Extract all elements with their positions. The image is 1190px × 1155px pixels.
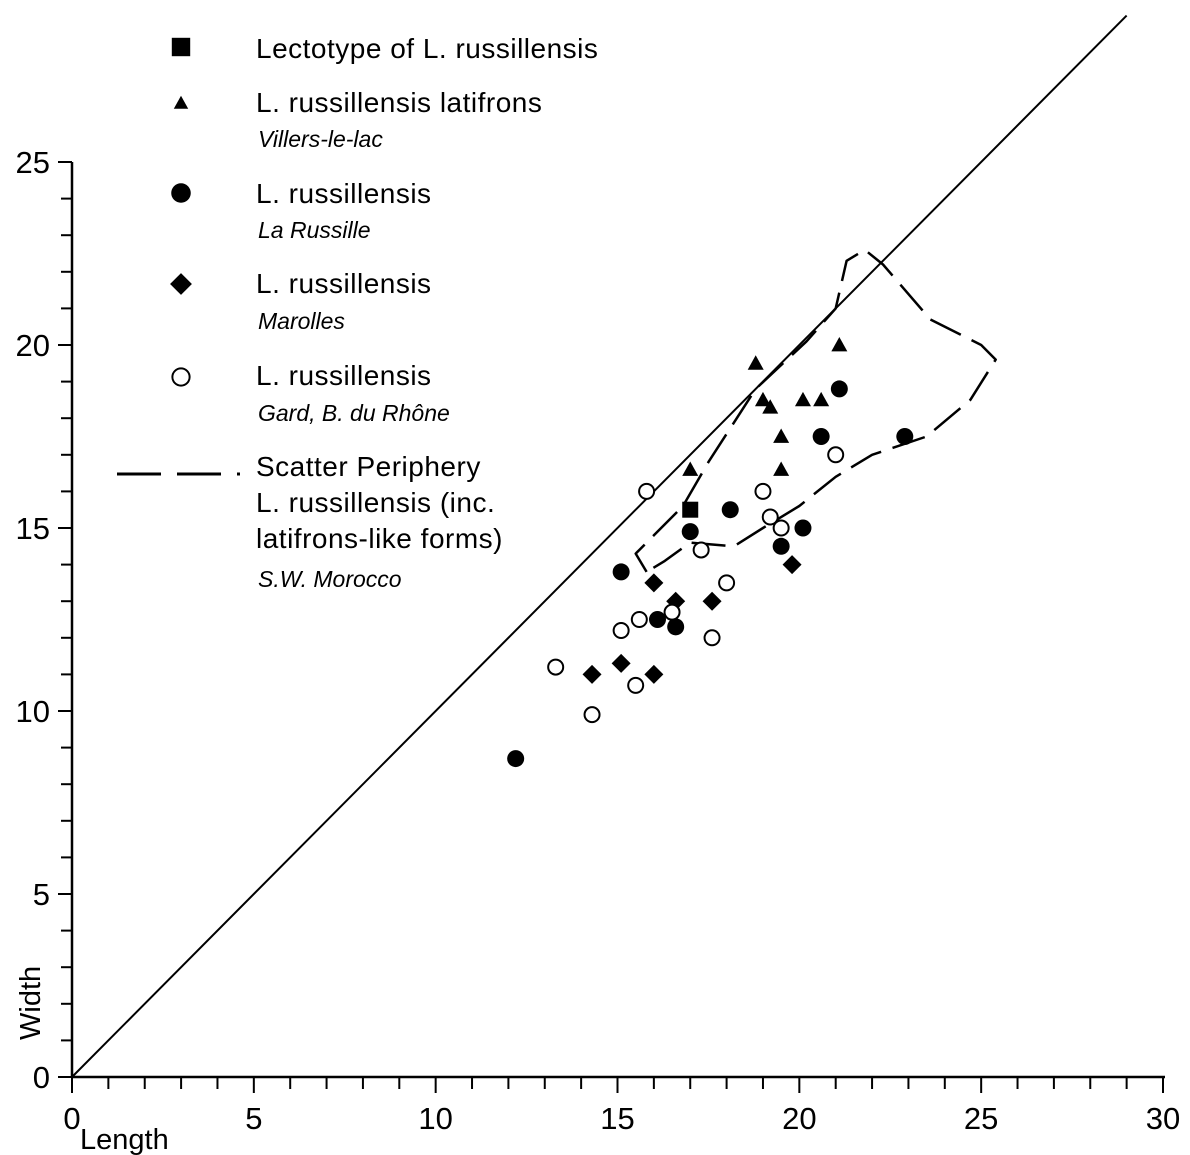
data-points-group — [507, 337, 914, 768]
y-tick-label: 15 — [16, 511, 50, 546]
reference-line-group — [71, 14, 1128, 1078]
data-point — [611, 653, 631, 673]
legend-label: Scatter Periphery — [256, 451, 481, 482]
data-point — [773, 461, 790, 476]
data-point — [644, 573, 664, 593]
data-point — [663, 603, 681, 621]
data-point — [827, 446, 845, 464]
data-point — [773, 428, 790, 443]
legend-sublabel: Gard, B. du Rhône — [258, 400, 450, 426]
data-point — [794, 391, 811, 407]
y-axis-label: Width — [15, 966, 47, 1040]
axes: 0 5 10 15 20 25 30 0 5 10 15 20 25 — [16, 145, 1181, 1136]
data-point — [638, 482, 656, 500]
legend-marker — [171, 183, 191, 203]
x-tick-label: 25 — [964, 1101, 998, 1136]
data-point — [703, 629, 721, 647]
scatter-periphery-outline — [634, 248, 997, 573]
scatter-periphery-group — [634, 248, 997, 573]
data-point — [681, 523, 699, 541]
data-point — [582, 664, 602, 684]
data-point — [813, 391, 830, 407]
x-tick-label: 0 — [63, 1101, 80, 1136]
data-point — [612, 621, 630, 639]
data-point — [667, 618, 685, 636]
data-point — [761, 508, 779, 526]
x-tick-label: 20 — [782, 1101, 816, 1136]
data-point — [831, 337, 848, 352]
y-tick-label: 10 — [16, 694, 50, 729]
x-tick-label: 10 — [418, 1101, 452, 1136]
data-point — [830, 380, 848, 398]
data-point — [627, 676, 645, 694]
legend-label: Lectotype of L. russillensis — [256, 33, 598, 64]
data-point — [612, 563, 630, 581]
y-tick-label: 25 — [16, 145, 50, 180]
x-tick-label: 30 — [1146, 1101, 1180, 1136]
y-tick-label: 5 — [33, 877, 50, 912]
data-point — [630, 611, 648, 628]
x-axis-label: Length — [80, 1124, 169, 1155]
data-point — [507, 750, 525, 768]
data-point — [721, 501, 739, 519]
data-point — [583, 706, 601, 724]
data-point — [682, 461, 699, 476]
legend-sublabel: Marolles — [258, 308, 345, 334]
data-point — [692, 541, 710, 559]
legend: Lectotype of L. russillensis L. russillen… — [117, 33, 598, 592]
y-tick-label: 0 — [33, 1060, 50, 1095]
data-point — [754, 391, 771, 407]
legend-label: L. russillensis latifrons — [256, 87, 542, 118]
data-point — [812, 428, 830, 445]
y-tick-label: 20 — [16, 328, 50, 363]
reference-line — [71, 14, 1128, 1078]
data-point — [747, 355, 764, 370]
legend-sublabel: Villers-le-lac — [258, 126, 383, 152]
legend-label: L. russillensis — [256, 178, 432, 209]
data-point — [896, 428, 914, 445]
legend-marker — [173, 95, 189, 109]
legend-sublabel: S.W. Morocco — [258, 566, 402, 592]
data-point — [682, 501, 699, 518]
data-point — [644, 664, 664, 684]
data-point — [772, 519, 790, 537]
data-point — [754, 482, 772, 500]
legend-sublabel: La Russille — [258, 217, 371, 243]
legend-label: L. russillensis — [256, 360, 432, 391]
data-point — [772, 537, 790, 555]
data-point — [782, 555, 802, 575]
data-point — [718, 574, 736, 592]
legend-label: L. russillensis (inc. — [256, 487, 495, 518]
data-point — [762, 399, 779, 414]
data-point — [649, 611, 667, 628]
legend-label: latifrons-like forms) — [256, 523, 503, 554]
data-point — [794, 519, 812, 537]
legend-marker — [170, 273, 192, 295]
data-point — [547, 658, 565, 676]
x-tick-label: 5 — [245, 1101, 262, 1136]
legend-label: L. russillensis — [256, 268, 432, 299]
data-point — [702, 591, 722, 611]
x-tick-label: 15 — [600, 1101, 634, 1136]
legend-marker — [171, 367, 191, 387]
legend-marker — [171, 37, 191, 57]
